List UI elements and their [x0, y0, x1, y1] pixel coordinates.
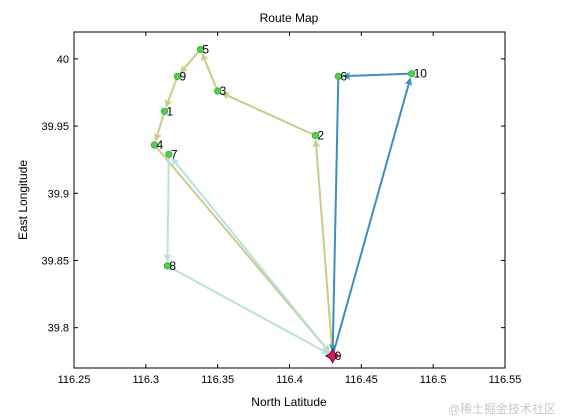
y-tick-label: 39.9	[48, 188, 69, 200]
x-tick-label: 116.5	[420, 374, 447, 386]
x-tick-label: 116.35	[201, 374, 234, 386]
y-axis-label: East Longitude	[16, 160, 30, 240]
node-label: 10	[414, 67, 428, 81]
node-label: 4	[156, 138, 163, 152]
y-tick-label: 39.85	[41, 255, 69, 267]
watermark-text: @稀土掘金技术社区	[448, 401, 556, 416]
x-tick-label: 116.4	[276, 374, 303, 386]
y-tick-label: 39.8	[48, 323, 69, 335]
route-node	[311, 131, 319, 140]
route-segment-1-2	[166, 264, 330, 355]
route-segment-2-0	[331, 77, 413, 357]
node-label: 7	[171, 147, 178, 161]
node-label: 2	[317, 128, 324, 142]
route-node	[196, 45, 205, 54]
node-label: 6	[340, 69, 347, 83]
x-tick-label: 116.45	[345, 374, 378, 386]
y-tick-label: 39.95	[41, 121, 69, 133]
route-segment-0-5	[154, 111, 166, 142]
route-lines	[153, 48, 413, 357]
node-label: 0	[335, 349, 342, 363]
y-axis-ticks: 39.8 39.85 39.9 39.95 40	[41, 54, 505, 335]
node-label: 1	[167, 104, 174, 118]
route-segment-0-3	[179, 48, 202, 74]
route-node	[214, 87, 222, 95]
route-segment-0-1	[221, 92, 316, 137]
x-tick-label: 116.25	[58, 374, 91, 386]
route-node	[150, 141, 159, 149]
route-segment-1-0	[171, 157, 334, 357]
route-segment-1-1	[163, 154, 172, 262]
route-segment-2-2	[328, 76, 340, 352]
x-tick-label: 116.3	[132, 374, 159, 386]
x-axis-ticks: 116.25 116.3 116.35 116.4 116.45 116.5 116.55	[58, 32, 522, 386]
route-node	[173, 72, 182, 80]
node-label: 8	[169, 259, 176, 273]
plot-area	[73, 31, 506, 369]
x-axis-label: North Latitude	[251, 395, 327, 409]
route-node	[408, 70, 416, 78]
node-label: 9	[179, 69, 186, 83]
x-tick-label: 116.55	[489, 374, 522, 386]
chart-title: Route Map	[260, 11, 319, 25]
route-node	[163, 262, 171, 270]
depot-marker	[324, 348, 341, 364]
route-node	[334, 72, 342, 80]
y-tick-label: 40	[57, 54, 69, 66]
route-segment-0-4	[164, 76, 179, 108]
route-nodes: 0 2 3 5 9 1 47 8 6 10	[150, 42, 428, 364]
route-node	[160, 107, 169, 115]
route-segment-2-1	[342, 71, 412, 80]
route-segment-0-2	[201, 53, 219, 92]
node-label: 3	[220, 84, 227, 98]
route-node	[165, 150, 173, 158]
node-label: 5	[202, 42, 209, 56]
route-segment-0-0	[312, 139, 334, 356]
